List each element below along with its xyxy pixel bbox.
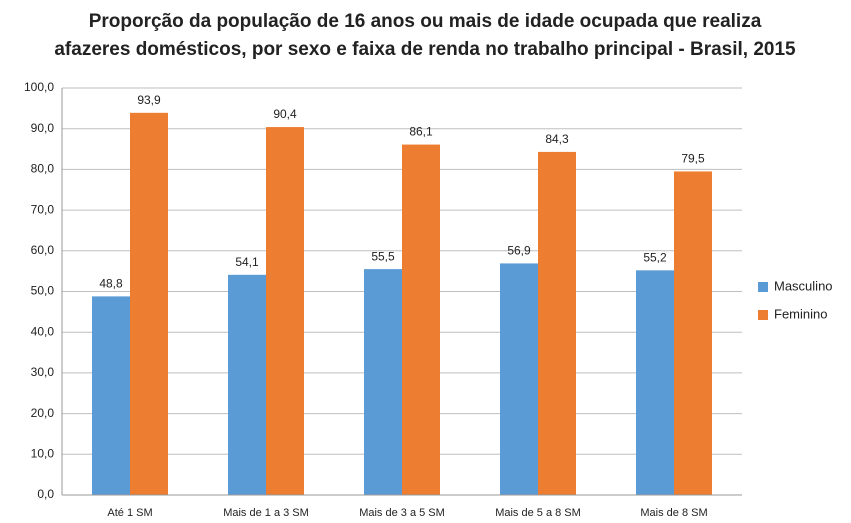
- y-tick-label: 30,0: [31, 365, 55, 379]
- x-tick-label: Até 1 SM: [107, 507, 152, 519]
- data-label: 90,4: [273, 107, 297, 121]
- y-tick-label: 40,0: [31, 324, 55, 338]
- legend-swatch: [758, 282, 768, 292]
- legend-swatch: [758, 310, 768, 320]
- y-tick-label: 20,0: [31, 406, 55, 420]
- data-label: 54,1: [235, 255, 259, 269]
- y-tick-label: 60,0: [31, 243, 55, 257]
- bar: [92, 296, 130, 495]
- y-tick-label: 10,0: [31, 446, 55, 460]
- bar: [266, 127, 304, 496]
- data-label: 86,1: [409, 125, 433, 139]
- y-tick-label: 80,0: [31, 162, 55, 176]
- chart-title: afazeres domésticos, por sexo e faixa de…: [54, 39, 796, 60]
- bar: [364, 269, 402, 495]
- y-tick-label: 0,0: [37, 487, 54, 501]
- x-tick-label: Mais de 3 a 5 SM: [359, 507, 445, 519]
- data-label: 56,9: [507, 244, 531, 258]
- y-tick-label: 50,0: [31, 284, 55, 298]
- legend-label: Feminino: [774, 306, 827, 321]
- data-label: 84,3: [545, 132, 569, 146]
- bar: [538, 151, 576, 496]
- y-tick-label: 90,0: [31, 121, 55, 135]
- data-label: 48,8: [99, 277, 123, 291]
- bar: [228, 274, 266, 495]
- chart-title: Proporção da população de 16 anos ou mai…: [89, 11, 762, 32]
- bar: [636, 270, 674, 495]
- x-tick-label: Mais de 5 a 8 SM: [495, 507, 581, 519]
- y-tick-label: 70,0: [31, 202, 55, 216]
- data-label: 79,5: [681, 152, 705, 166]
- x-tick-label: Mais de 8 SM: [640, 507, 707, 519]
- bar: [674, 171, 712, 495]
- legend-label: Masculino: [774, 278, 833, 293]
- bar: [130, 112, 168, 496]
- x-tick-label: Mais de 1 a 3 SM: [223, 507, 309, 519]
- bar: [402, 144, 440, 495]
- data-label: 55,5: [371, 249, 395, 263]
- bar: [500, 263, 538, 495]
- data-label: 93,9: [137, 93, 161, 107]
- y-tick-label: 100,0: [24, 80, 54, 94]
- data-label: 55,2: [643, 251, 667, 265]
